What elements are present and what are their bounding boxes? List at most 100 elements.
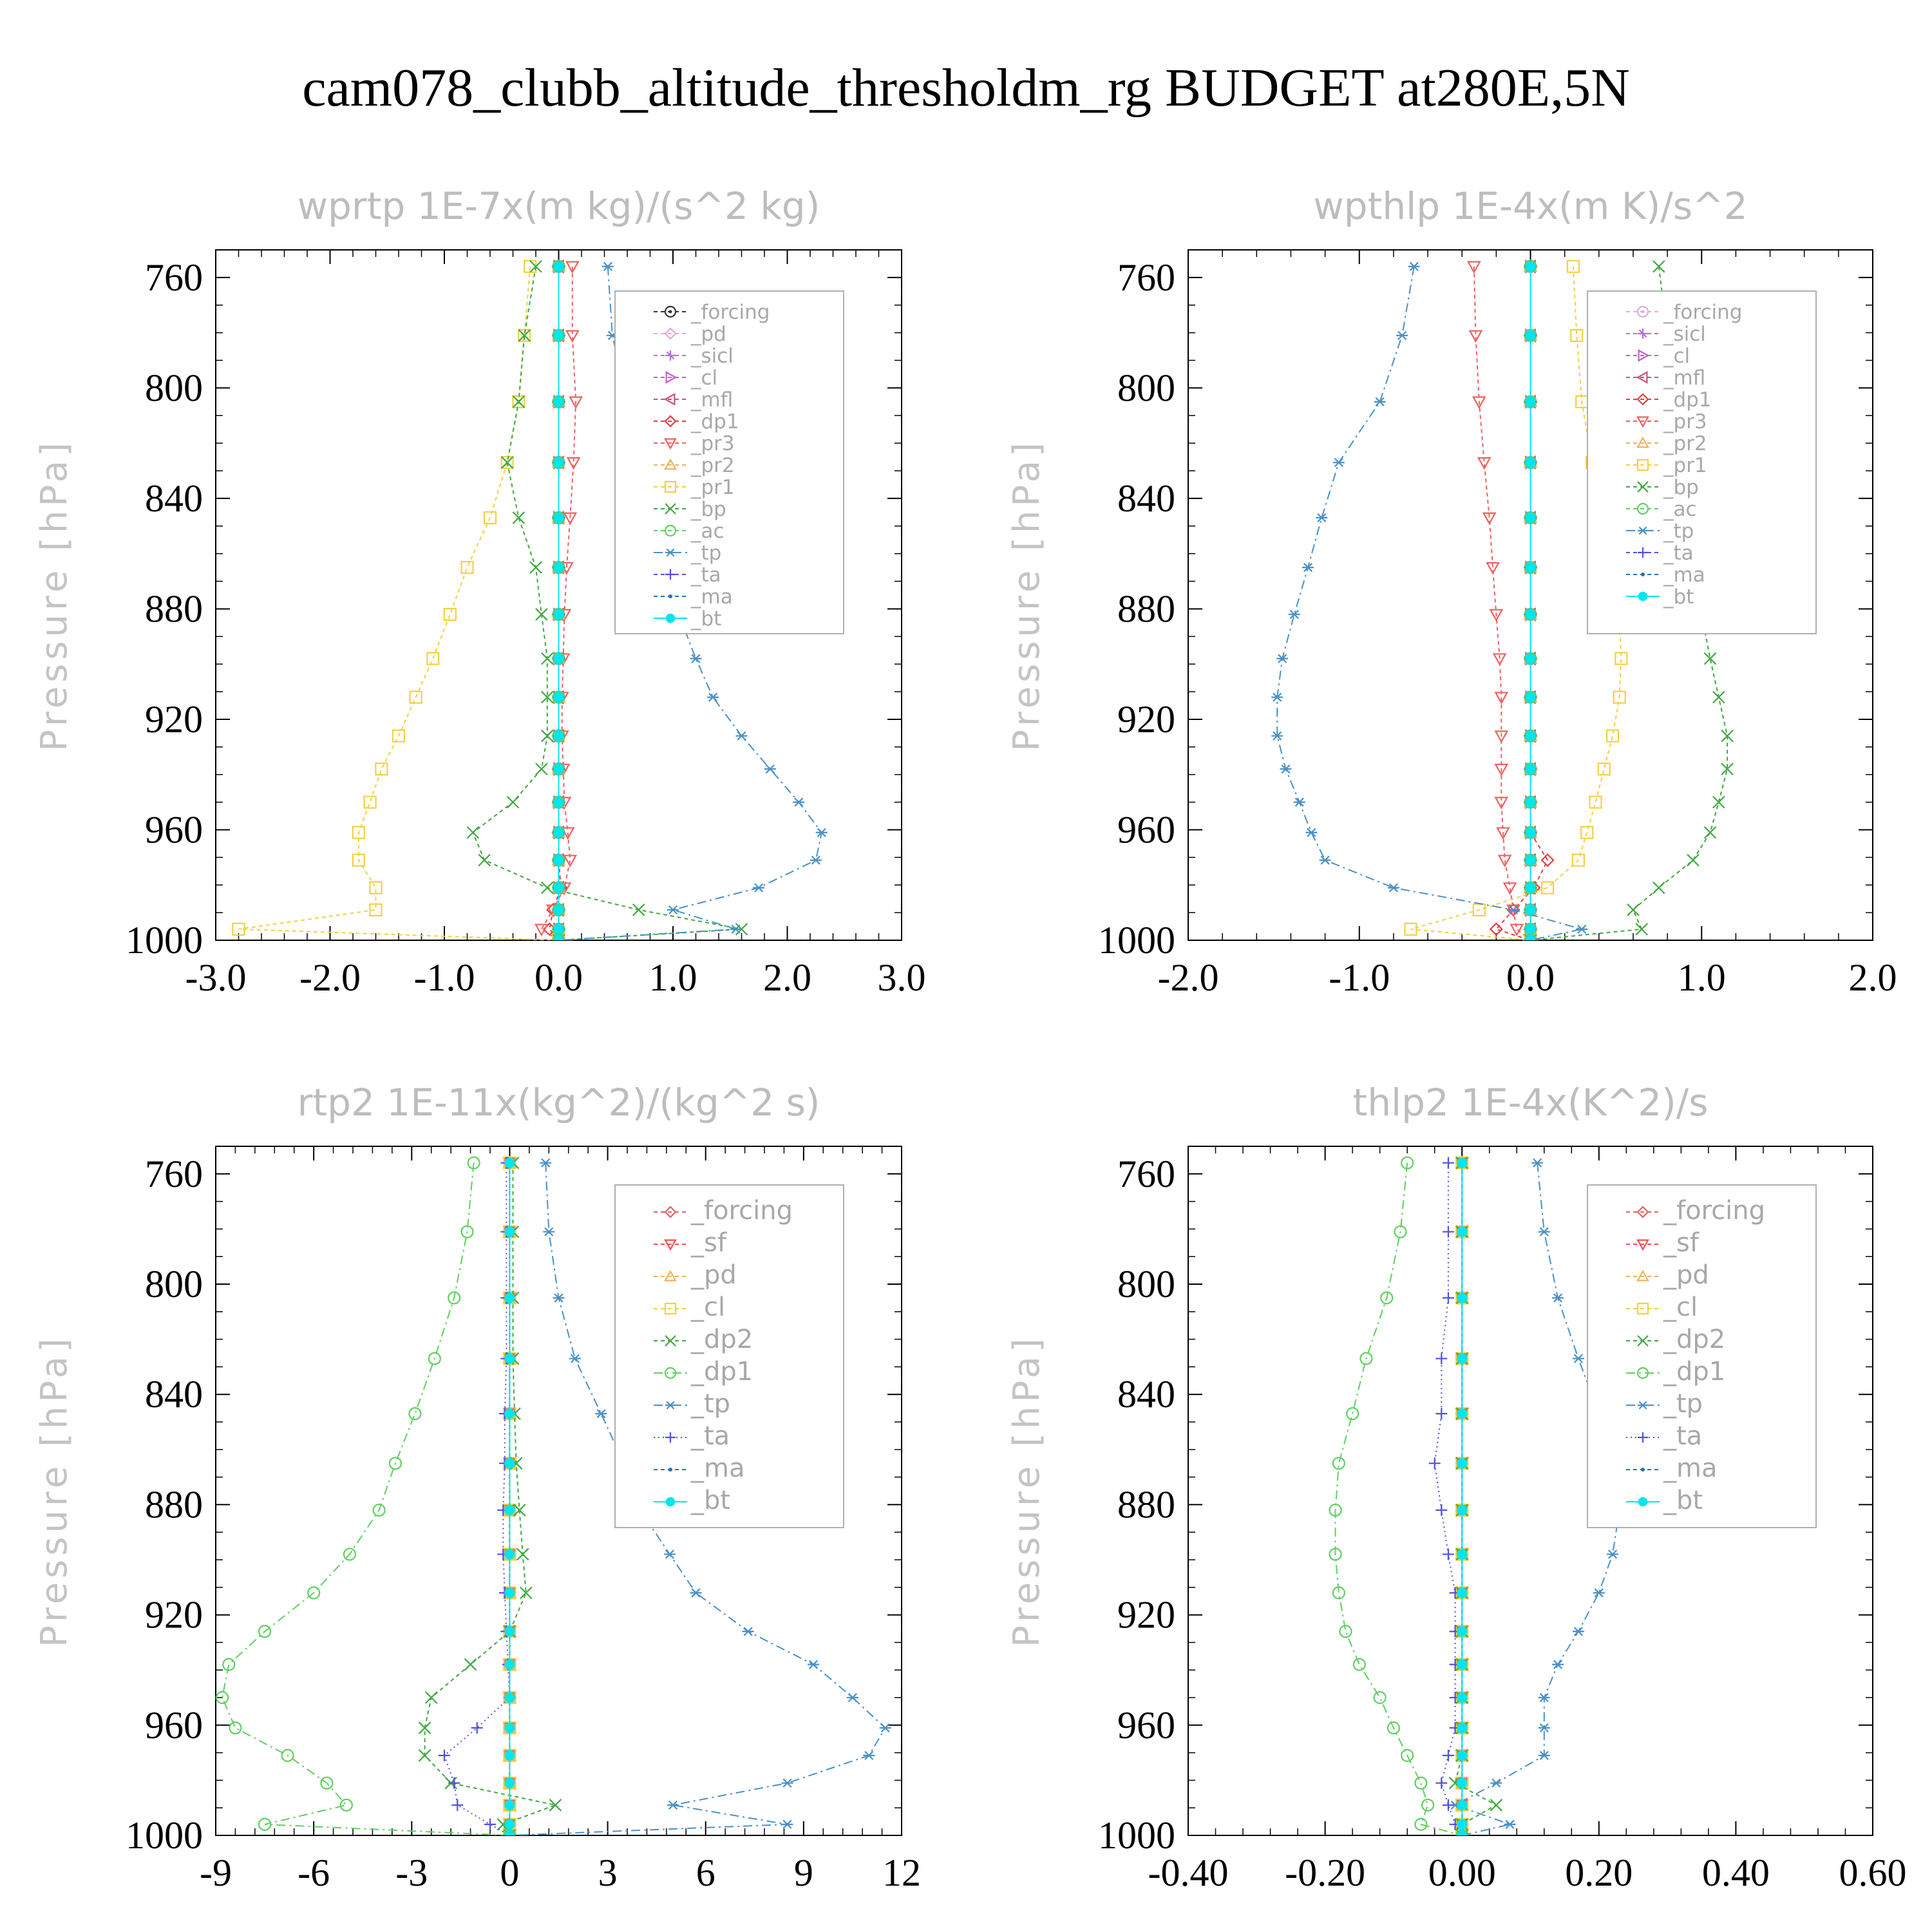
data-point_dp1: [1401, 1156, 1414, 1170]
series_dp1: [1329, 1156, 1469, 1835]
main-title: cam078_clubb_altitude_thresholdm_rg BUDG…: [302, 58, 1630, 118]
data-point_pr1: [363, 795, 377, 809]
data-point_ta: [1442, 1226, 1454, 1238]
data-point_tp: [1332, 458, 1345, 468]
data-point_bt: [1525, 396, 1536, 407]
y-tick-label: 800: [1117, 1263, 1175, 1305]
data-point_dp1: [1329, 1503, 1342, 1517]
legend-marker_sicl: [1638, 328, 1648, 339]
data-point_tp: [863, 1750, 875, 1760]
legend-label_ma: _ma: [1663, 564, 1705, 587]
legend: _forcing_sf_pd _cl _dp2 _dp1_tp_ta _ma _bt: [1587, 1184, 1817, 1528]
legend-label_ma: _ma: [1663, 1454, 1717, 1483]
legend-label_pd: _pd: [690, 1260, 737, 1290]
legend-marker_dp1: [664, 1367, 677, 1379]
data-point_tp: [1607, 1549, 1619, 1559]
data-point_bt: [1525, 653, 1536, 664]
data-point_bp: [540, 881, 554, 895]
data-point_pr3: [1486, 562, 1500, 575]
legend-marker_pr1: [664, 480, 677, 493]
data-point_tp: [1593, 1588, 1605, 1598]
data-point_dp1: [307, 1586, 321, 1600]
legend-label_sicl: _sicl: [690, 345, 734, 368]
y-tick-label: 1000: [126, 1814, 203, 1857]
data-point_dp2: [1490, 1799, 1503, 1812]
data-point_pr1: [1566, 260, 1580, 273]
legend-label_ta: _ta: [1663, 542, 1694, 565]
legend-label_pd: _pd: [1663, 1260, 1709, 1290]
data-point_bt: [1457, 1819, 1468, 1830]
data-point_bp: [1712, 690, 1725, 704]
data-point_tp: [1538, 1750, 1550, 1760]
legend-label_forcing: _forcing: [1663, 1196, 1765, 1226]
legend-marker_ma: [1641, 1468, 1645, 1472]
data-point_tp: [1319, 855, 1331, 865]
legend-label_mfl: _mfl: [1663, 366, 1705, 390]
data-point_bp: [1635, 923, 1649, 936]
legend-label_pr1: _pr1: [690, 476, 735, 499]
data-point_tp: [735, 731, 748, 741]
data-point_bp: [529, 260, 542, 273]
data-point_bt: [1457, 1504, 1468, 1516]
data-point_ta: [1442, 1548, 1454, 1560]
series_bt: [1525, 261, 1536, 940]
data-point_tp: [1538, 1723, 1550, 1733]
data-point_bt: [504, 1626, 515, 1637]
legend-marker_tp: [665, 1401, 676, 1410]
data-point_bt: [504, 1549, 515, 1560]
data-point_pr1: [1540, 881, 1555, 895]
series-line_pr1: [238, 266, 559, 940]
data-point_tp: [1490, 1778, 1502, 1788]
data-point_pr3: [1494, 763, 1509, 777]
y-axis-label: Pressure [hPa]: [33, 439, 75, 752]
legend-marker_bp: [665, 503, 676, 515]
data-point_pr3: [1492, 653, 1507, 666]
data-point_dp1: [1346, 1407, 1359, 1421]
data-point_pr1: [409, 690, 422, 704]
data-point_bt: [504, 1777, 515, 1788]
data-point_tp: [1374, 397, 1386, 406]
data-point_bp: [1627, 904, 1640, 916]
data-point_pr3: [1466, 261, 1481, 274]
data-point_bt: [1457, 1692, 1468, 1703]
data-point_tp: [1552, 1660, 1564, 1669]
plot-area: [232, 259, 828, 940]
data-point_dp2: [418, 1721, 431, 1734]
legend-marker_bt: [1638, 1497, 1648, 1507]
series-line_tp: [509, 1162, 886, 1835]
data-point_tp: [1538, 1227, 1550, 1236]
x-tick-label: -1.0: [1329, 956, 1390, 999]
data-point_bt: [1457, 1408, 1468, 1419]
legend-box: [1587, 1184, 1817, 1528]
legend-label_cl: _cl: [1663, 345, 1690, 368]
series_bt: [1457, 1157, 1468, 1835]
legend-marker_cl: [1638, 349, 1650, 362]
x-tick-label: -3.0: [185, 956, 247, 999]
data-point_bt: [553, 692, 564, 703]
plot-frame: [215, 1146, 902, 1836]
data-point_bt: [504, 1226, 515, 1237]
x-tick-label: 1.0: [1678, 956, 1726, 999]
data-point_ta: [1435, 1504, 1448, 1516]
y-tick-label: 800: [1117, 366, 1175, 409]
data-point_bt: [1457, 1157, 1468, 1168]
data-point_pr3: [1494, 730, 1509, 743]
legend-marker_cl: [664, 1302, 677, 1315]
data-point_bt: [553, 923, 564, 934]
series_dp2: [418, 1156, 562, 1835]
legend-marker_bp: [1637, 481, 1649, 493]
legend-label_bt: _bt: [1663, 585, 1694, 609]
series-line_dp2: [424, 1162, 558, 1835]
data-point_bt: [553, 330, 564, 341]
legend-label_cl: _cl: [690, 1293, 725, 1322]
data-point_tp: [1396, 330, 1408, 341]
data-point_bt: [1457, 1799, 1468, 1811]
data-point_tp: [730, 924, 742, 934]
data-point_bt: [1457, 1458, 1468, 1469]
data-point_dp1: [1329, 1548, 1342, 1561]
data-point_bt: [1525, 730, 1536, 741]
legend-label_tp: _tp: [1663, 1389, 1703, 1419]
data-point_dp2: [418, 1749, 431, 1762]
data-point_tp: [808, 1660, 820, 1669]
data-point_bt: [1457, 1777, 1468, 1788]
